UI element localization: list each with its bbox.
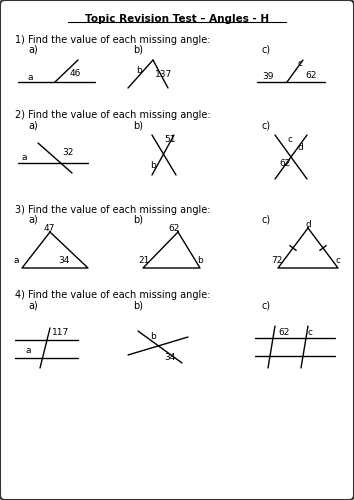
Text: 46: 46 — [70, 69, 81, 78]
Text: d: d — [297, 143, 303, 152]
Text: a: a — [14, 256, 19, 265]
Text: 32: 32 — [62, 148, 73, 157]
Text: a): a) — [28, 120, 38, 130]
Text: b): b) — [133, 215, 143, 225]
Text: 34: 34 — [164, 353, 175, 362]
Text: d: d — [305, 220, 311, 229]
Text: 1) Find the value of each missing angle:: 1) Find the value of each missing angle: — [15, 35, 211, 45]
Text: 137: 137 — [155, 70, 172, 79]
Text: 4) Find the value of each missing angle:: 4) Find the value of each missing angle: — [15, 290, 211, 300]
Text: a: a — [22, 153, 28, 162]
Text: 72: 72 — [271, 256, 282, 265]
Text: b): b) — [133, 45, 143, 55]
Text: b): b) — [133, 120, 143, 130]
Text: 62: 62 — [278, 328, 289, 337]
Text: 117: 117 — [52, 328, 69, 337]
Text: c): c) — [262, 45, 271, 55]
Text: b: b — [136, 66, 142, 75]
Text: 51: 51 — [164, 135, 176, 144]
Text: 62: 62 — [279, 159, 290, 168]
Text: b: b — [197, 256, 203, 265]
Text: c: c — [287, 135, 292, 144]
Text: Topic Revision Test – Angles - H: Topic Revision Test – Angles - H — [85, 14, 269, 24]
Text: b): b) — [133, 300, 143, 310]
Text: a: a — [25, 346, 30, 355]
Text: 62: 62 — [305, 71, 316, 80]
Text: c): c) — [262, 215, 271, 225]
Text: 39: 39 — [262, 72, 274, 81]
Text: 62: 62 — [168, 224, 179, 233]
Text: b: b — [150, 332, 156, 341]
Text: a): a) — [28, 215, 38, 225]
Text: c): c) — [262, 300, 271, 310]
Text: c): c) — [262, 120, 271, 130]
Text: a): a) — [28, 45, 38, 55]
Text: b: b — [150, 161, 156, 170]
Text: c: c — [336, 256, 341, 265]
Text: a): a) — [28, 300, 38, 310]
Text: 21: 21 — [138, 256, 149, 265]
Text: c: c — [297, 59, 302, 68]
Text: 2) Find the value of each missing angle:: 2) Find the value of each missing angle: — [15, 110, 211, 120]
Text: 34: 34 — [58, 256, 69, 265]
Text: 3) Find the value of each missing angle:: 3) Find the value of each missing angle: — [15, 205, 211, 215]
Text: 47: 47 — [44, 224, 55, 233]
Text: a: a — [28, 73, 34, 82]
Text: c: c — [308, 328, 313, 337]
